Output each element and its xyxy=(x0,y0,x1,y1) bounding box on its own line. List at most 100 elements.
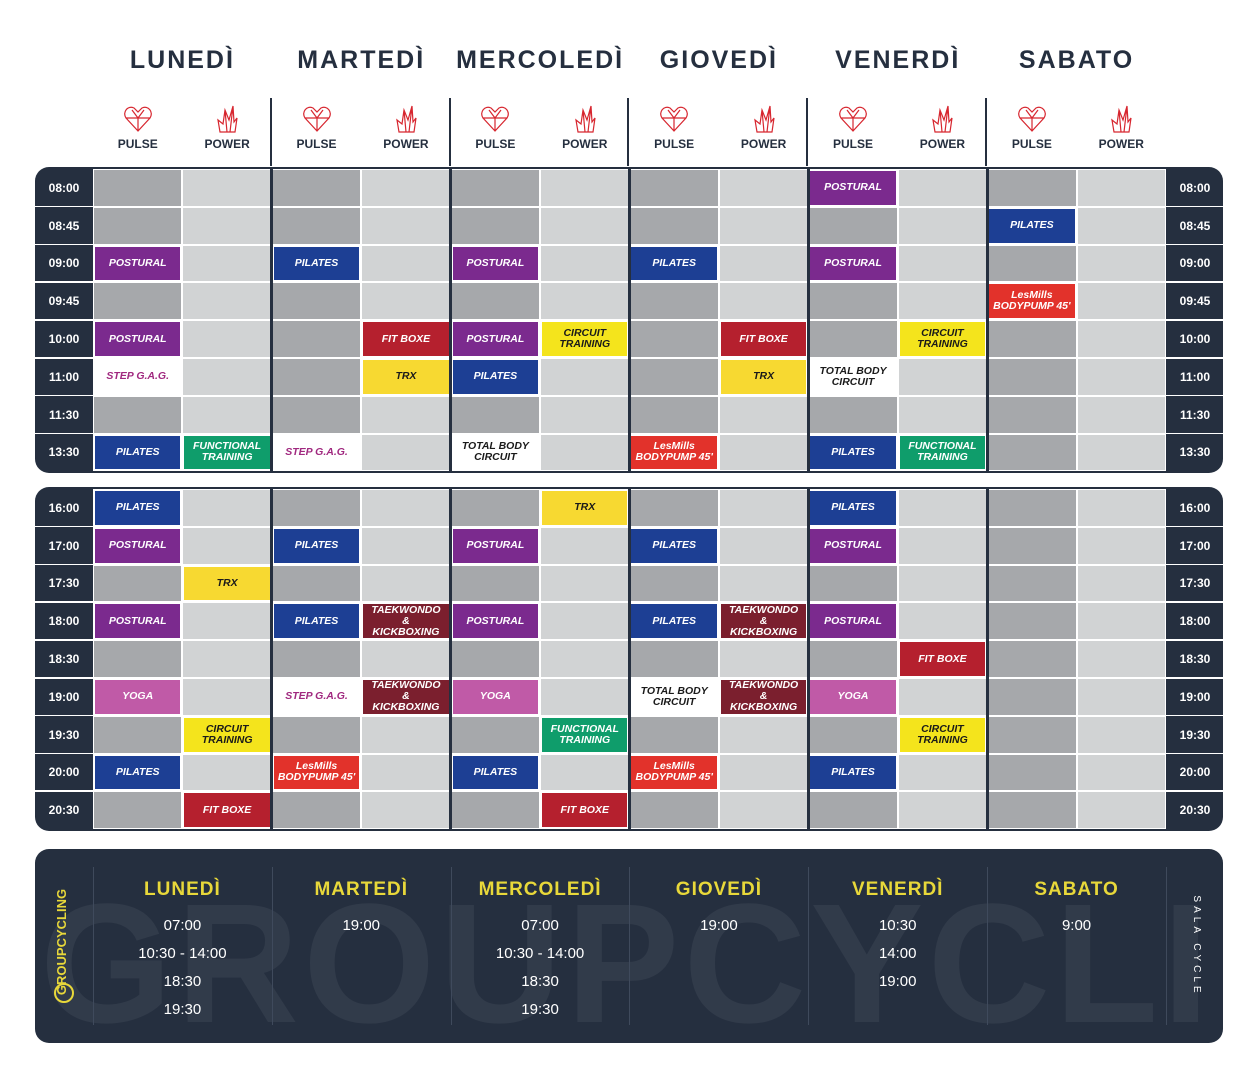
empty-slot xyxy=(898,679,987,715)
row-line xyxy=(35,243,93,246)
empty-slot xyxy=(988,321,1076,357)
empty-slot xyxy=(898,283,987,320)
room-label: POWER xyxy=(1098,137,1144,151)
empty-slot xyxy=(362,565,450,602)
empty-slot xyxy=(451,716,540,753)
empty-slot xyxy=(988,603,1076,640)
empty-slot xyxy=(183,396,271,433)
empty-slot xyxy=(183,603,271,640)
room-icon xyxy=(123,104,153,134)
day-separator xyxy=(627,167,631,474)
class-box: POSTURAL xyxy=(451,245,540,282)
empty-slot xyxy=(898,565,987,602)
time-label: 20:30 xyxy=(1179,803,1211,818)
time-label: 18:30 xyxy=(48,652,80,667)
empty-slot xyxy=(630,207,718,244)
class-box: CIRCUIT TRAINING xyxy=(898,321,987,357)
cycling-time: 19:30 xyxy=(163,1001,202,1018)
empty-slot xyxy=(719,527,808,564)
cycling-time: 07:00 xyxy=(163,917,202,934)
empty-slot xyxy=(630,716,718,753)
class-box: TOTAL BODY CIRCUIT xyxy=(630,679,718,715)
class-box: TAEKWONDO & KICKBOXING xyxy=(719,603,808,640)
class-box: STEP G.A.G. xyxy=(272,434,361,471)
time-label: 17:00 xyxy=(48,538,80,553)
day-separator xyxy=(269,98,272,166)
room-icon xyxy=(570,104,600,134)
heart-icon xyxy=(839,106,867,132)
column-line xyxy=(93,867,94,1025)
empty-slot xyxy=(362,207,450,244)
class-box: YOGA xyxy=(94,679,182,715)
empty-slot xyxy=(272,641,361,677)
cycling-time: 19:30 xyxy=(521,1001,559,1018)
row-line xyxy=(35,677,93,679)
flame-icon xyxy=(932,105,954,133)
time-label: 09:45 xyxy=(48,294,80,309)
row-line xyxy=(35,357,93,359)
class-box: FUNCTIONAL TRAINING xyxy=(183,434,271,471)
empty-slot xyxy=(362,641,450,677)
cycling-time: 07:00 xyxy=(521,917,559,934)
room-label: POWER xyxy=(740,137,787,151)
day-name: MERCOLEDÌ xyxy=(478,879,602,900)
row-line xyxy=(1166,677,1223,679)
empty-slot xyxy=(1077,490,1165,526)
row-line xyxy=(1166,563,1223,566)
empty-slot xyxy=(1077,359,1165,395)
time-label: 11:00 xyxy=(1179,369,1211,384)
empty-slot xyxy=(630,641,718,677)
empty-slot xyxy=(541,434,629,471)
time-label: 08:00 xyxy=(1179,180,1211,195)
row-line xyxy=(35,714,93,717)
empty-slot xyxy=(809,641,897,677)
empty-slot xyxy=(809,396,897,433)
room-label: PULSE xyxy=(1011,137,1052,151)
row-line xyxy=(1166,752,1223,755)
empty-slot xyxy=(988,170,1076,206)
empty-slot xyxy=(988,527,1076,564)
empty-slot xyxy=(541,527,629,564)
time-label: 17:30 xyxy=(48,576,80,591)
class-box: CIRCUIT TRAINING xyxy=(898,716,987,753)
column-line xyxy=(987,867,989,1025)
empty-slot xyxy=(809,321,897,357)
cycling-time: 14:00 xyxy=(878,945,917,962)
room-icon xyxy=(1017,104,1047,134)
room-icon xyxy=(749,104,779,134)
empty-slot xyxy=(451,170,540,206)
empty-slot xyxy=(183,754,271,791)
empty-slot xyxy=(94,283,182,320)
watermark: GROUPCYCLING xyxy=(40,869,1260,1059)
room-icon xyxy=(927,104,957,134)
time-label: 09:45 xyxy=(1179,294,1211,309)
empty-slot xyxy=(988,679,1076,715)
day-name: SABATO xyxy=(1034,879,1119,900)
empty-slot xyxy=(183,207,271,244)
row-line xyxy=(1166,639,1223,641)
empty-slot xyxy=(183,245,271,282)
time-label: 17:00 xyxy=(1179,538,1211,553)
empty-slot xyxy=(541,170,629,206)
room-label: PULSE xyxy=(117,137,158,151)
empty-slot xyxy=(362,490,450,526)
class-box: PILATES xyxy=(451,754,540,791)
empty-slot xyxy=(272,321,361,357)
column-line xyxy=(1166,867,1167,1025)
empty-slot xyxy=(541,603,629,640)
class-box: PILATES xyxy=(630,603,718,640)
empty-slot xyxy=(988,434,1076,471)
empty-slot xyxy=(362,434,450,471)
empty-slot xyxy=(719,565,808,602)
empty-slot xyxy=(988,490,1076,526)
class-box: TOTAL BODY CIRCUIT xyxy=(451,434,540,471)
class-box: LesMills BODYPUMP 45' xyxy=(272,754,361,791)
empty-slot xyxy=(1077,527,1165,564)
empty-slot xyxy=(988,754,1076,791)
time-label: 20:00 xyxy=(1179,765,1211,780)
column-line xyxy=(808,867,810,1025)
empty-slot xyxy=(719,754,808,791)
empty-slot xyxy=(183,527,271,564)
empty-slot xyxy=(988,641,1076,677)
row-line xyxy=(1166,357,1223,359)
